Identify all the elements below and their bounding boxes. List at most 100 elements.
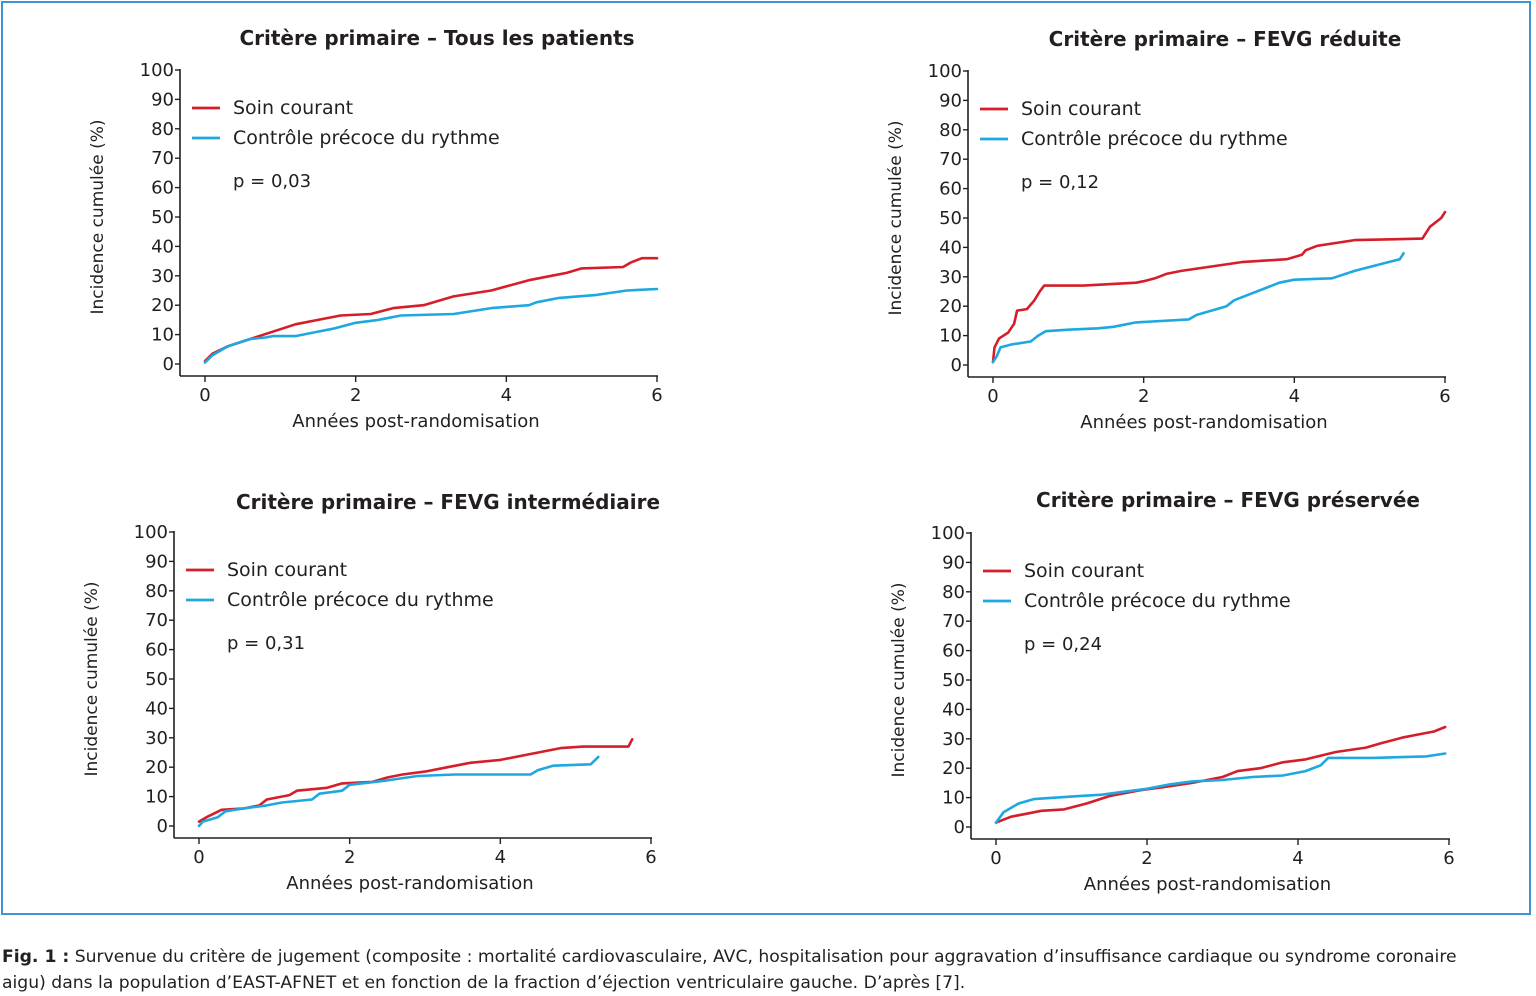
y-tick-label: 0 (954, 817, 965, 838)
legend-label: Contrôle précoce du rythme (233, 127, 500, 149)
y-tick-label: 60 (942, 641, 965, 662)
series-line-soin-courant (203, 256, 659, 363)
y-tick-label: 70 (145, 610, 168, 631)
series-line-controle-precoce (991, 252, 1405, 364)
p-value-annotation: p = 0,03 (233, 171, 311, 192)
y-tick-label: 40 (939, 237, 962, 258)
y-tick-label: 10 (942, 788, 965, 809)
legend-label: Soin courant (233, 97, 353, 119)
x-tick-label: 2 (1138, 386, 1149, 407)
y-tick-label: 20 (145, 757, 168, 778)
y-tick-label: 40 (145, 698, 168, 719)
x-tick-label: 6 (651, 385, 662, 406)
caption-line-2: aigu) dans la population d’EAST-AFNET et… (2, 973, 966, 993)
y-axis-label: Incidence cumulée (%) (82, 581, 102, 776)
y-tick-label: 20 (939, 296, 962, 317)
x-tick-label: 4 (1289, 386, 1300, 407)
chart-title: Critère primaire – FEVG préservée (1036, 488, 1420, 512)
y-axis-label: Incidence cumulée (%) (88, 119, 108, 314)
x-tick-label: 2 (1141, 848, 1152, 869)
y-tick-label: 100 (931, 523, 965, 544)
y-tick-label: 0 (157, 816, 168, 837)
x-tick-label: 6 (1439, 386, 1450, 407)
x-tick-label: 4 (1292, 848, 1303, 869)
y-tick-label: 30 (145, 728, 168, 749)
series-line-soin-courant (197, 738, 634, 823)
x-tick-label: 0 (990, 848, 1001, 869)
y-tick-label: 40 (151, 236, 174, 257)
y-tick-label: 90 (939, 90, 962, 111)
y-tick-label: 80 (942, 582, 965, 603)
x-axis-label: Années post-randomisation (1080, 412, 1327, 433)
chart-panel-3: Critère primaire – FEVG intermédiaire 0 10… (82, 490, 660, 894)
y-tick-label: 50 (942, 670, 965, 691)
x-tick-label: 4 (501, 385, 512, 406)
legend-label: Soin courant (1024, 560, 1144, 582)
series-line-controle-precoce (197, 755, 600, 828)
y-axis-label: Incidence cumulée (%) (889, 582, 909, 777)
y-tick-label: 100 (928, 61, 962, 82)
series-line-soin-courant (994, 725, 1447, 824)
y-tick-label: 100 (134, 522, 168, 543)
p-value-annotation: p = 0,31 (227, 633, 305, 654)
series-line-soin-courant (991, 210, 1447, 364)
y-tick-label: 90 (942, 552, 965, 573)
x-tick-label: 6 (645, 847, 656, 868)
y-axis-label: Incidence cumulée (%) (886, 120, 906, 315)
y-tick-label: 50 (939, 208, 962, 229)
chart-panel-2: Critère primaire – FEVG réduite 0 10 20 30 40… (886, 27, 1451, 433)
y-tick-label: 30 (942, 729, 965, 750)
caption-text-1: Survenue du critère de jugement (composi… (69, 947, 1457, 967)
x-tick-label: 6 (1443, 848, 1454, 869)
y-tick-label: 30 (151, 266, 174, 287)
y-tick-label: 10 (145, 787, 168, 808)
y-tick-label: 40 (942, 699, 965, 720)
x-tick-label: 2 (350, 385, 361, 406)
y-tick-label: 80 (145, 581, 168, 602)
legend-label: Contrôle précoce du rythme (227, 589, 494, 611)
y-tick-label: 90 (151, 89, 174, 110)
y-tick-label: 20 (151, 295, 174, 316)
x-tick-label: 0 (193, 847, 204, 868)
caption-line-1: Fig. 1 : Survenue du critère de jugement… (2, 944, 1534, 970)
series-line-controle-precoce (994, 752, 1447, 824)
legend-label: Contrôle précoce du rythme (1021, 128, 1288, 150)
y-tick-label: 80 (151, 119, 174, 140)
x-axis-label: Années post-randomisation (292, 411, 539, 432)
chart-title: Critère primaire – FEVG réduite (1049, 27, 1402, 51)
y-tick-label: 70 (151, 148, 174, 169)
y-tick-label: 60 (145, 640, 168, 661)
x-tick-label: 4 (495, 847, 506, 868)
charts-area: Critère primaire – Tous les patients 0 10 2… (82, 26, 1455, 895)
y-tick-label: 70 (942, 611, 965, 632)
y-tick-label: 10 (151, 325, 174, 346)
chart-panel-1: Critère primaire – Tous les patients 0 10 2… (88, 26, 663, 432)
x-axis-label: Années post-randomisation (1084, 874, 1331, 895)
y-tick-label: 60 (151, 178, 174, 199)
y-tick-label: 50 (145, 669, 168, 690)
figure-caption: Fig. 1 : Survenue du critère de jugement… (2, 944, 1534, 996)
figure-frame (1, 1, 1531, 915)
chart-panel-4: Critère primaire – FEVG préservée0102030… (889, 488, 1455, 895)
legend-label: Soin courant (227, 559, 347, 581)
legend-label: Contrôle précoce du rythme (1024, 590, 1291, 612)
y-tick-label: 90 (145, 551, 168, 572)
legend-label: Soin courant (1021, 98, 1141, 120)
y-tick-label: 60 (939, 179, 962, 200)
y-tick-label: 50 (151, 207, 174, 228)
y-tick-label: 80 (939, 120, 962, 141)
p-value-annotation: p = 0,24 (1024, 634, 1102, 655)
x-axis-label: Années post-randomisation (286, 873, 533, 894)
y-tick-label: 0 (163, 354, 174, 375)
p-value-annotation: p = 0,12 (1021, 172, 1099, 193)
y-tick-label: 10 (939, 326, 962, 347)
y-tick-label: 20 (942, 758, 965, 779)
y-tick-label: 70 (939, 149, 962, 170)
x-tick-label: 0 (199, 385, 210, 406)
caption-label: Fig. 1 : (2, 947, 70, 967)
y-tick-label: 100 (140, 60, 174, 81)
chart-title: Critère primaire – Tous les patients (239, 26, 634, 50)
y-tick-label: 0 (951, 355, 962, 376)
y-tick-label: 30 (939, 267, 962, 288)
x-tick-label: 2 (344, 847, 355, 868)
